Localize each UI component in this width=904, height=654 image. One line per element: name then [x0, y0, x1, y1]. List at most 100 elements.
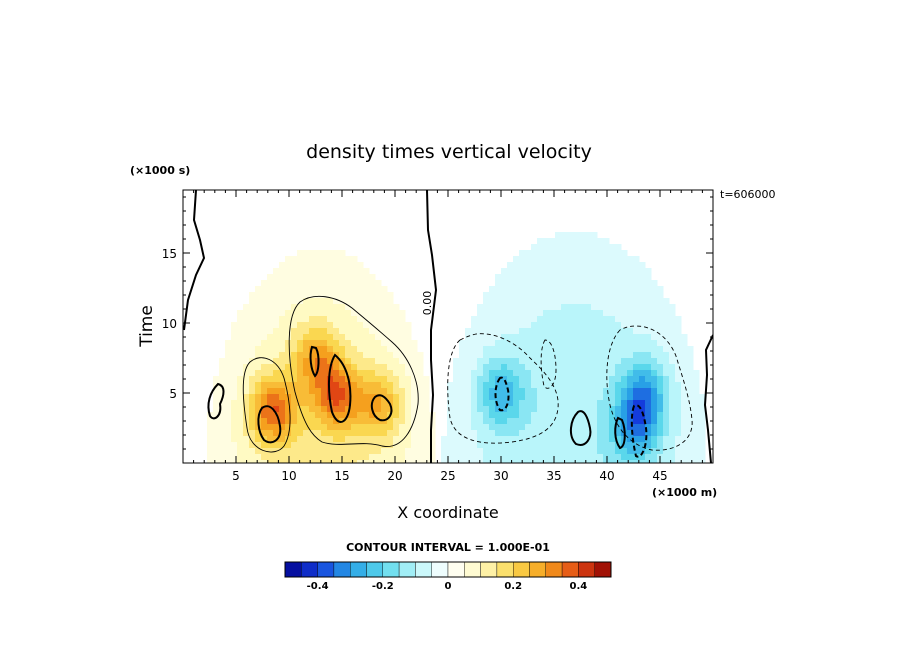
field-cell: [387, 334, 394, 341]
field-cell: [657, 298, 664, 305]
field-cell: [381, 370, 388, 377]
field-cell: [381, 328, 388, 335]
field-cell: [609, 256, 616, 263]
field-cell: [237, 448, 244, 455]
field-cell: [645, 346, 652, 353]
field-cell: [417, 370, 424, 377]
field-cell: [687, 346, 694, 353]
field-cell: [693, 394, 700, 401]
field-cell: [303, 370, 310, 377]
field-cell: [681, 424, 688, 431]
field-cell: [627, 346, 634, 353]
field-cell: [579, 394, 586, 401]
field-cell: [681, 442, 688, 449]
field-cell: [297, 280, 304, 287]
field-cell: [273, 460, 280, 463]
field-cell: [243, 442, 250, 449]
field-cell: [351, 370, 358, 377]
field-cell: [597, 448, 604, 455]
field-cell: [405, 322, 412, 329]
field-cell: [483, 460, 490, 463]
field-cell: [513, 286, 520, 293]
field-cell: [591, 352, 598, 359]
field-cell: [465, 460, 472, 463]
field-cell: [339, 322, 346, 329]
field-cell: [207, 424, 214, 431]
field-cell: [633, 262, 640, 269]
field-cell: [591, 250, 598, 257]
field-cell: [555, 412, 562, 419]
field-cell: [237, 454, 244, 461]
field-cell: [537, 418, 544, 425]
field-cell: [501, 430, 508, 437]
field-cell: [567, 256, 574, 263]
field-cell: [663, 430, 670, 437]
field-cell: [357, 304, 364, 311]
field-cell: [663, 382, 670, 389]
field-cell: [267, 442, 274, 449]
field-cell: [633, 304, 640, 311]
field-cell: [453, 382, 460, 389]
field-cell: [279, 352, 286, 359]
field-cell: [399, 334, 406, 341]
field-cell: [519, 262, 526, 269]
field-cell: [291, 406, 298, 413]
field-cell: [573, 352, 580, 359]
field-cell: [465, 376, 472, 383]
field-cell: [561, 346, 568, 353]
field-cell: [477, 394, 484, 401]
field-cell: [519, 304, 526, 311]
field-cell: [645, 400, 652, 407]
field-cell: [357, 406, 364, 413]
field-cell: [579, 358, 586, 365]
field-cell: [507, 418, 514, 425]
field-cell: [237, 394, 244, 401]
field-cell: [615, 370, 622, 377]
field-cell: [681, 460, 688, 463]
field-cell: [213, 436, 220, 443]
field-cell: [591, 244, 598, 251]
field-cell: [627, 286, 634, 293]
field-cell: [297, 256, 304, 263]
field-cell: [537, 322, 544, 329]
field-cell: [633, 430, 640, 437]
field-cell: [669, 328, 676, 335]
field-cell: [465, 340, 472, 347]
field-cell: [633, 328, 640, 335]
field-cell: [573, 292, 580, 299]
field-cell: [495, 292, 502, 299]
field-cell: [279, 280, 286, 287]
field-cell: [483, 400, 490, 407]
field-cell: [609, 448, 616, 455]
field-cell: [279, 334, 286, 341]
field-cell: [585, 412, 592, 419]
field-cell: [387, 370, 394, 377]
field-cell: [267, 394, 274, 401]
field-cell: [291, 340, 298, 347]
field-cell: [549, 298, 556, 305]
field-cell: [675, 388, 682, 395]
field-cell: [303, 388, 310, 395]
field-cell: [309, 412, 316, 419]
field-cell: [657, 448, 664, 455]
field-cell: [219, 406, 226, 413]
field-cell: [555, 304, 562, 311]
field-cell: [279, 310, 286, 317]
field-cell: [573, 310, 580, 317]
field-cell: [579, 346, 586, 353]
field-cell: [537, 346, 544, 353]
field-cell: [567, 352, 574, 359]
field-cell: [621, 412, 628, 419]
field-cell: [543, 328, 550, 335]
field-cell: [369, 382, 376, 389]
field-cell: [591, 406, 598, 413]
field-cell: [255, 376, 262, 383]
field-cell: [549, 454, 556, 461]
field-cell: [447, 400, 454, 407]
field-cell: [357, 310, 364, 317]
field-cell: [603, 376, 610, 383]
field-cell: [483, 418, 490, 425]
field-cell: [561, 448, 568, 455]
field-cell: [225, 370, 232, 377]
